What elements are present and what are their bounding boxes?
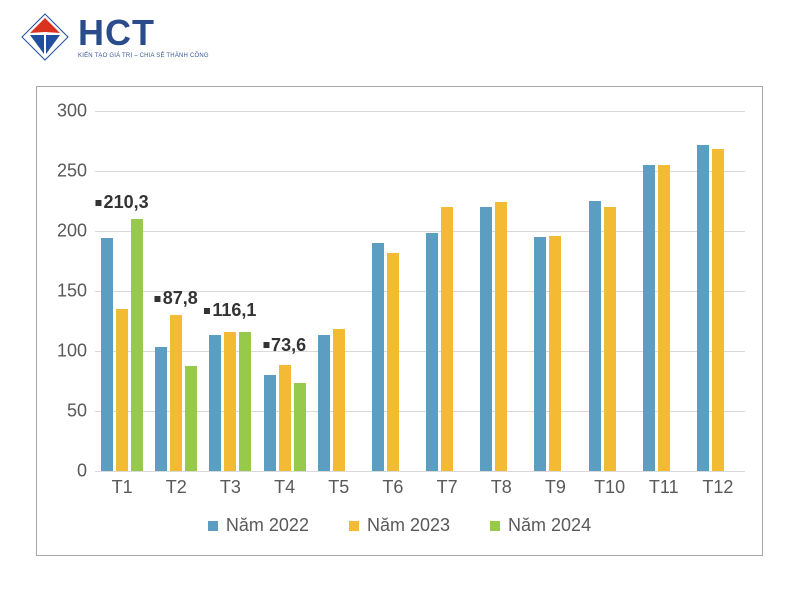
y-tick-label: 150 (57, 281, 95, 302)
data-label: 210,3 (96, 192, 149, 213)
bar (534, 237, 546, 471)
bar (495, 202, 507, 471)
y-tick-label: 50 (67, 401, 95, 422)
x-tick-label: T3 (220, 471, 241, 498)
legend-swatch-icon (349, 521, 359, 531)
data-label-text: 73,6 (271, 335, 306, 356)
bar (589, 201, 601, 471)
bar (279, 365, 291, 471)
data-label-text: 87,8 (163, 288, 198, 309)
x-tick-label: T9 (545, 471, 566, 498)
legend: Năm 2022 Năm 2023 Năm 2024 (37, 515, 762, 536)
bar (209, 335, 221, 471)
bar (387, 253, 399, 471)
x-tick-label: T8 (491, 471, 512, 498)
x-tick-label: T7 (437, 471, 458, 498)
x-tick-label: T1 (112, 471, 133, 498)
x-tick-label: T2 (166, 471, 187, 498)
x-tick-label: T11 (649, 471, 679, 498)
data-label-text: 116,1 (212, 300, 256, 321)
bar (712, 149, 724, 471)
bar (185, 366, 197, 471)
logo-diamond-icon (20, 12, 70, 62)
x-tick-label: T5 (328, 471, 349, 498)
bar (333, 329, 345, 471)
x-tick-label: T10 (594, 471, 625, 498)
bar (549, 236, 561, 471)
data-label-marker-icon (96, 200, 102, 206)
bar (264, 375, 276, 471)
legend-swatch-icon (490, 521, 500, 531)
y-tick-label: 0 (77, 461, 95, 482)
y-tick-label: 200 (57, 221, 95, 242)
bar (480, 207, 492, 471)
logo-tagline: KIẾN TẠO GIÁ TRỊ – CHIA SẺ THÀNH CÔNG (78, 53, 209, 59)
bar (441, 207, 453, 471)
bar (697, 145, 709, 471)
bar (116, 309, 128, 471)
logo: HCT KIẾN TẠO GIÁ TRỊ – CHIA SẺ THÀNH CÔN… (20, 12, 209, 62)
gridline (95, 471, 745, 472)
data-label-text: 210,3 (104, 192, 149, 213)
x-tick-label: T4 (274, 471, 295, 498)
data-label: 73,6 (263, 335, 306, 356)
bar (658, 165, 670, 471)
bar (131, 219, 143, 471)
bar (643, 165, 655, 471)
bar (170, 315, 182, 471)
bar (224, 332, 236, 471)
legend-item: Năm 2024 (490, 515, 591, 536)
data-label-marker-icon (263, 342, 269, 348)
chart-frame: 0 50 100 150 200 250 300 T1 T2 T3 T4 T5 T6 T7 T8 T9 T10 T… (36, 86, 763, 556)
y-tick-label: 100 (57, 341, 95, 362)
gridline (95, 111, 745, 112)
y-tick-label: 300 (57, 101, 95, 122)
data-label: 87,8 (155, 288, 198, 309)
data-label: 116,1 (204, 300, 256, 321)
bar (155, 347, 167, 471)
bar (294, 383, 306, 471)
bar (101, 238, 113, 471)
bar (318, 335, 330, 471)
bar (604, 207, 616, 471)
legend-label: Năm 2023 (367, 515, 450, 536)
bar (239, 332, 251, 471)
logo-text: HCT (78, 15, 209, 51)
x-tick-label: T6 (382, 471, 403, 498)
data-label-marker-icon (155, 296, 161, 302)
data-label-marker-icon (204, 308, 210, 314)
plot-area: 050100150200250300T1T2T3T4T5T6T7T8T9T10T… (95, 111, 745, 471)
x-tick-label: T12 (702, 471, 733, 498)
legend-label: Năm 2024 (508, 515, 591, 536)
legend-label: Năm 2022 (226, 515, 309, 536)
y-tick-label: 250 (57, 161, 95, 182)
bar (426, 233, 438, 471)
bar (372, 243, 384, 471)
legend-item: Năm 2022 (208, 515, 309, 536)
legend-swatch-icon (208, 521, 218, 531)
legend-item: Năm 2023 (349, 515, 450, 536)
